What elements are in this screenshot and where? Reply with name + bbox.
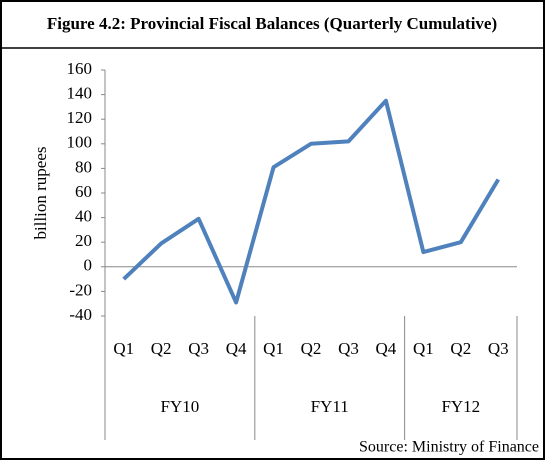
- y-tick-label: 120: [67, 108, 93, 127]
- x-tick-label: Q1: [113, 339, 134, 358]
- y-tick-label: -20: [69, 280, 92, 299]
- y-tick-label: 140: [67, 84, 93, 103]
- y-tick-label: -40: [69, 305, 92, 324]
- y-axis-label: billion rupees: [31, 146, 50, 239]
- y-tick-label: 0: [84, 256, 93, 275]
- source-note: Source: Ministry of Finance: [359, 439, 539, 456]
- data-line: [122, 98, 500, 305]
- y-tick-label: 20: [75, 231, 92, 250]
- x-tick-label: Q2: [450, 339, 471, 358]
- x-tick-label: Q4: [226, 339, 247, 358]
- x-tick-label: Q3: [338, 339, 359, 358]
- group-label: FY11: [311, 397, 349, 416]
- x-tick-label: Q3: [188, 339, 209, 358]
- x-tick-label: Q2: [151, 339, 172, 358]
- group-label: FY12: [441, 397, 480, 416]
- x-tick-label: Q2: [301, 339, 322, 358]
- y-tick-label: 160: [67, 59, 93, 78]
- group-label: FY10: [161, 397, 200, 416]
- x-tick-label: Q4: [376, 339, 397, 358]
- x-tick-label: Q1: [263, 339, 284, 358]
- y-tick-label: 60: [75, 182, 92, 201]
- y-tick-label: 80: [75, 157, 92, 176]
- x-tick-label: Q3: [488, 339, 509, 358]
- x-tick-label: Q1: [413, 339, 434, 358]
- y-tick-label: 100: [67, 133, 93, 152]
- chart-title: Figure 4.2: Provincial Fiscal Balances (…: [47, 14, 497, 33]
- y-tick-label: 40: [75, 207, 92, 226]
